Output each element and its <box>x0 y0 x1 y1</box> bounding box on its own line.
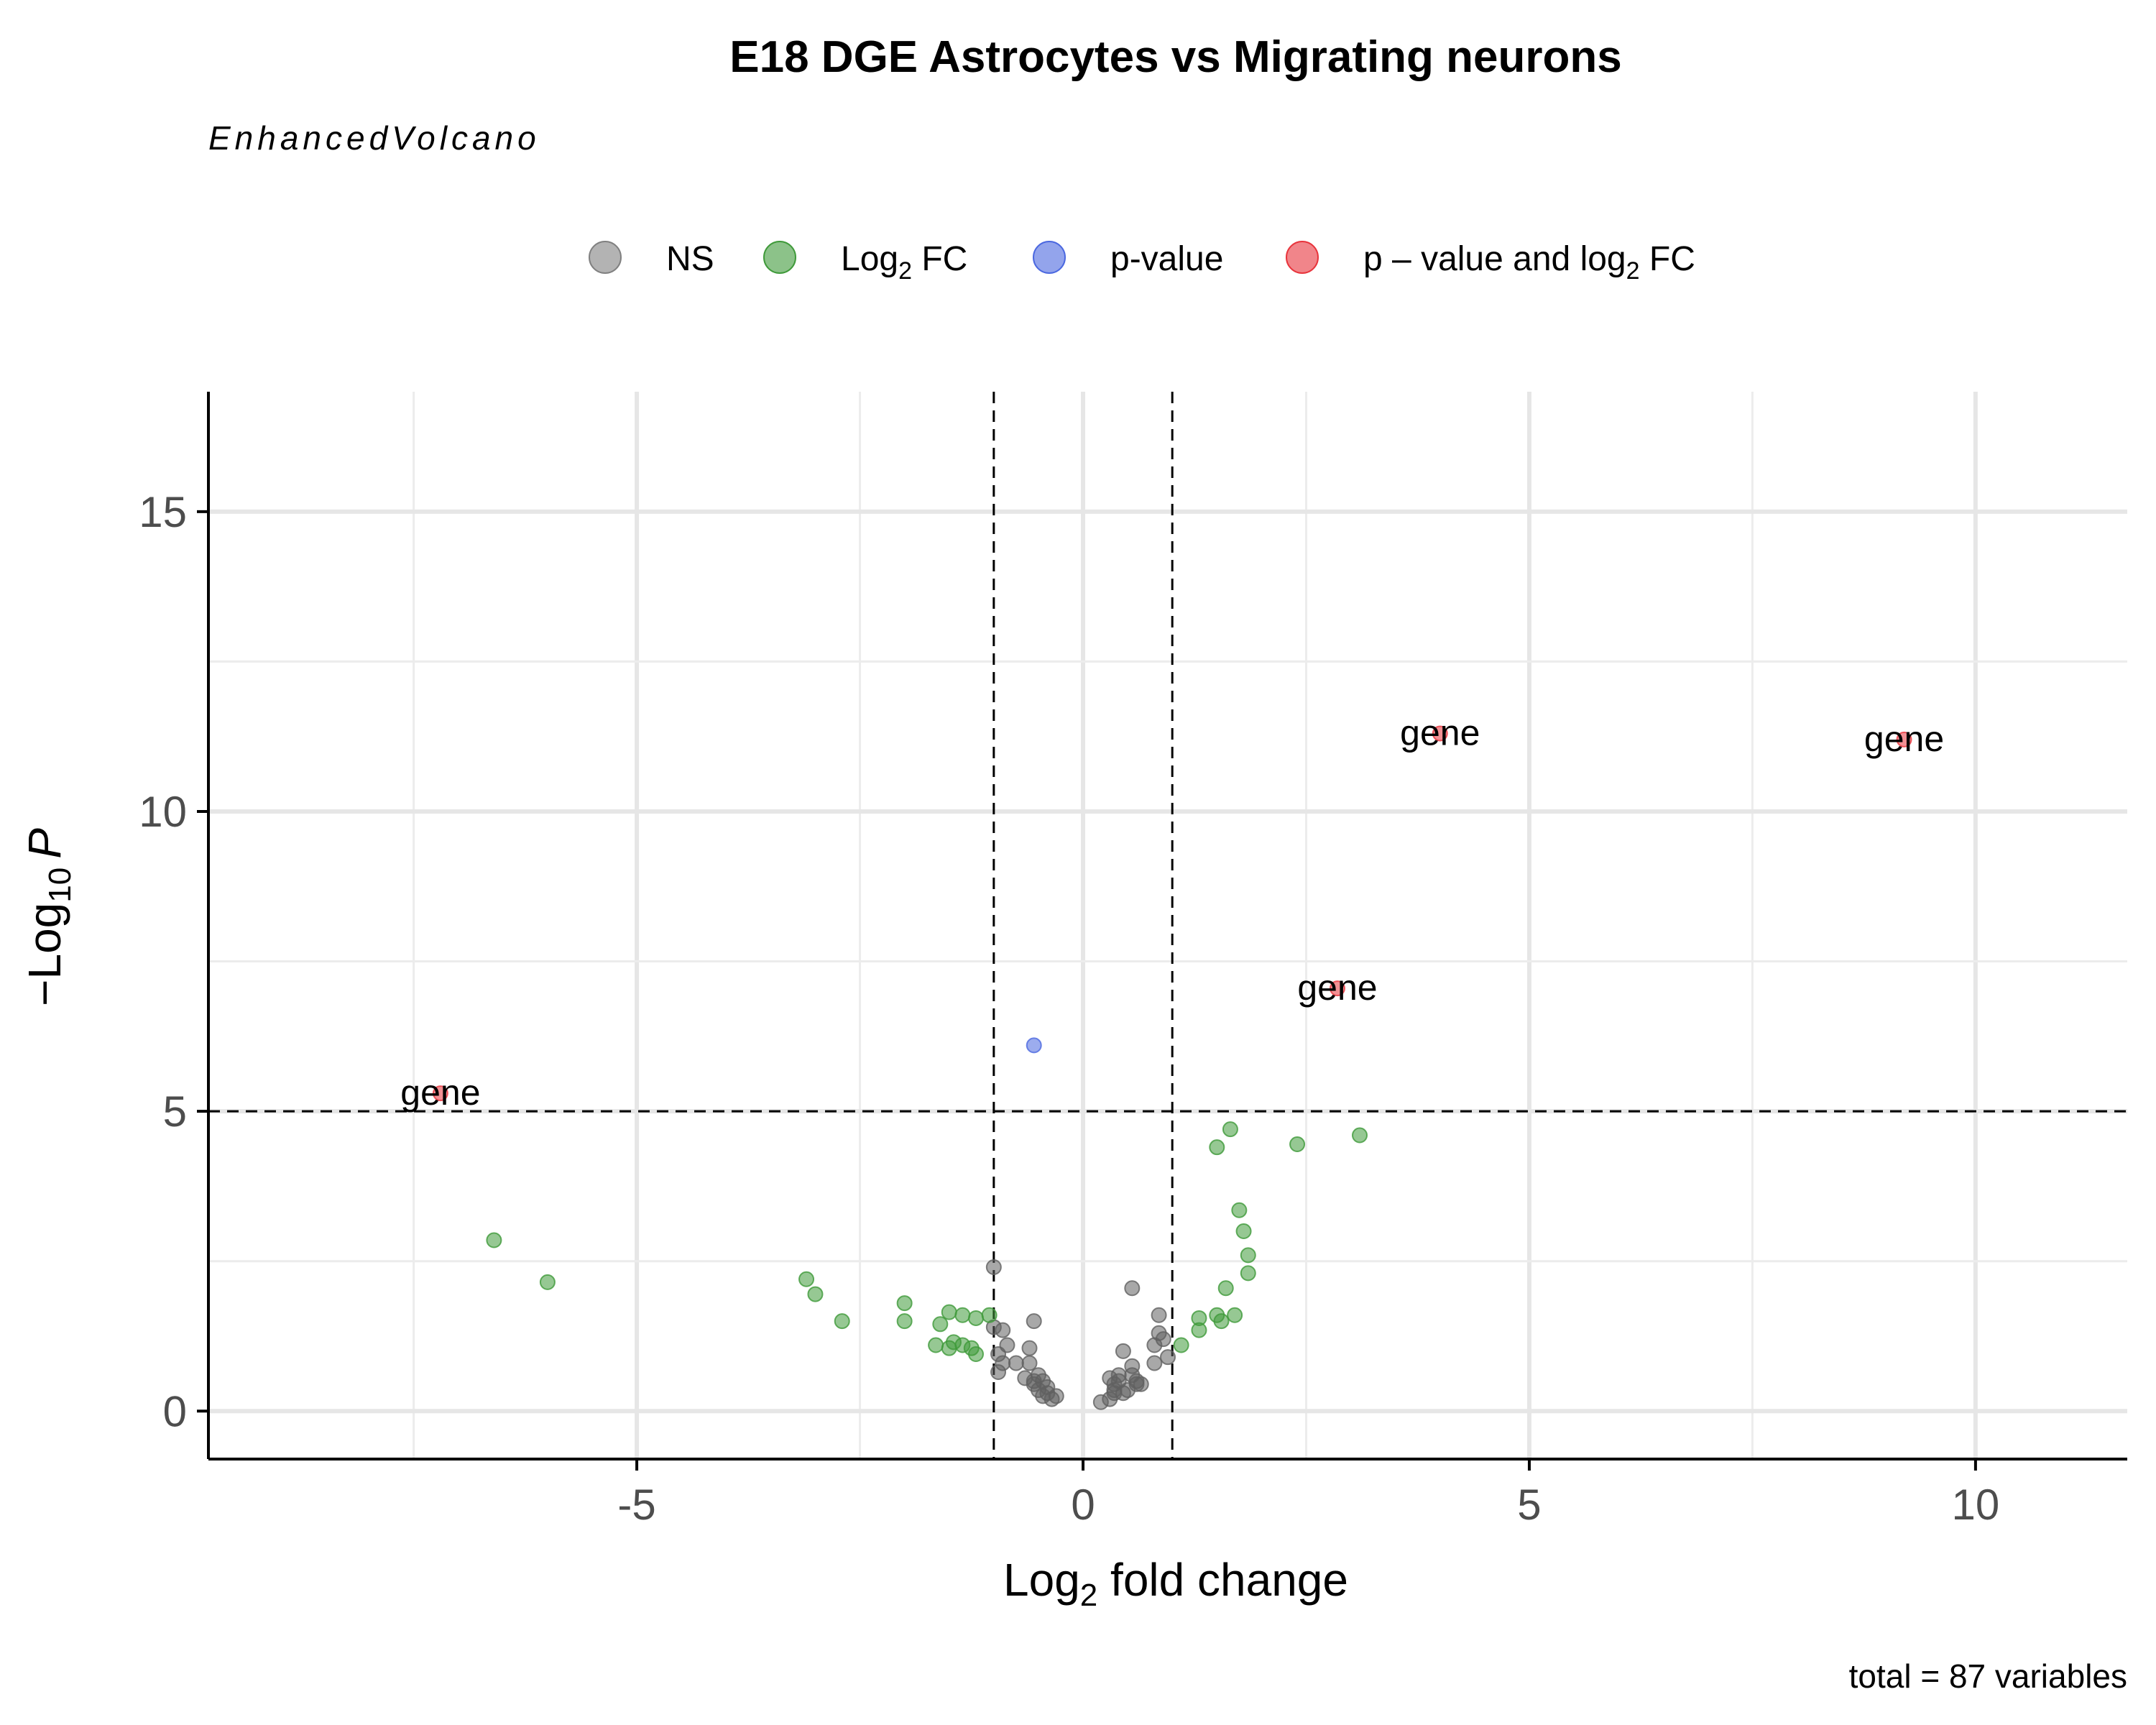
caption: total = 87 variables <box>1849 1657 2127 1695</box>
point-pfc <box>1329 980 1345 997</box>
gene-label: gene <box>1297 967 1377 1008</box>
legend-swatch <box>1033 241 1066 274</box>
legend-item-ns: NS <box>589 240 714 278</box>
ticks: -5 0 5 10 0 5 10 15 <box>139 488 1999 1529</box>
point-p <box>1026 1037 1042 1054</box>
point-ns <box>1146 1355 1163 1371</box>
y-axis-title: −Log10 P <box>19 828 78 1006</box>
point-fc <box>798 1271 815 1287</box>
point-ns <box>1048 1388 1064 1404</box>
point-fc <box>981 1307 998 1323</box>
y-tick-label: 10 <box>139 788 187 836</box>
x-axis-title-subscript: 2 <box>1080 1578 1097 1613</box>
legend-swatch <box>1286 241 1319 274</box>
point-fc <box>1227 1307 1243 1323</box>
legend-swatch <box>763 241 796 274</box>
point-ns <box>1026 1313 1042 1330</box>
legend-label: NS <box>666 240 714 278</box>
axes <box>207 392 2127 1460</box>
point-ns <box>1124 1280 1141 1297</box>
legend-label: p – value and log2 FC <box>1363 240 1695 285</box>
y-tick-label: 5 <box>163 1087 187 1136</box>
legend-label: Log2 FC <box>841 240 967 285</box>
legend-item-pfc: p – value and log2 FC <box>1286 240 1695 285</box>
y-tick-label: 0 <box>163 1387 187 1435</box>
cutoff-lines <box>208 392 2127 1459</box>
point-fc <box>954 1307 971 1323</box>
point-fc <box>1173 1337 1189 1353</box>
gene-label: gene <box>1864 719 1944 759</box>
point-fc <box>1222 1121 1238 1138</box>
x-axis-title: Log2 fold change <box>1003 1554 1348 1613</box>
point-fc <box>1240 1247 1256 1264</box>
x-axis-title-suffix: fold change <box>1097 1554 1348 1606</box>
legend: NS Log2 FC p-value p – value and log2 FC <box>589 240 1695 285</box>
point-fc <box>1289 1136 1306 1153</box>
legend-item-fc: Log2 FC <box>763 240 967 285</box>
point-fc <box>1209 1139 1225 1156</box>
chart-title: E18 DGE Astrocytes vs Migrating neurons <box>729 32 1621 82</box>
point-fc <box>1213 1313 1230 1330</box>
point-fc <box>968 1346 984 1363</box>
point-fc <box>941 1304 957 1320</box>
point-ns <box>995 1322 1011 1338</box>
legend-label: p-value <box>1110 240 1223 278</box>
point-ns <box>1021 1340 1038 1356</box>
point-ns <box>1026 1373 1042 1389</box>
point-pfc <box>432 1085 448 1102</box>
point-ns <box>1110 1367 1127 1384</box>
point-fc <box>896 1313 913 1330</box>
point-ns <box>1151 1307 1167 1323</box>
x-tick-label: 5 <box>1517 1481 1541 1529</box>
point-fc <box>1217 1280 1234 1297</box>
point-labels: gene gene gene gene <box>400 713 1944 1113</box>
data-points <box>432 725 1912 1410</box>
point-ns <box>1133 1376 1149 1392</box>
y-axis-title-subscript: 10 <box>42 868 78 903</box>
x-tick-label: 0 <box>1071 1481 1095 1529</box>
x-tick-label: 10 <box>1952 1481 2000 1529</box>
legend-swatch <box>589 241 622 274</box>
y-axis-title-suffix: P <box>19 828 70 859</box>
point-fc <box>1231 1202 1248 1218</box>
point-pfc <box>1432 725 1448 742</box>
gene-label: gene <box>1400 713 1480 753</box>
point-ns <box>990 1364 1007 1381</box>
grid <box>208 392 2127 1459</box>
point-pfc <box>1896 731 1912 748</box>
point-fc <box>834 1313 850 1330</box>
legend-item-p: p-value <box>1033 240 1223 278</box>
y-tick-label: 15 <box>139 488 187 536</box>
point-fc <box>896 1295 913 1312</box>
point-fc <box>928 1337 944 1353</box>
point-ns <box>1008 1355 1024 1371</box>
point-fc <box>807 1286 824 1302</box>
y-axis-title-prefix: −Log <box>19 903 70 1006</box>
point-ns <box>1115 1343 1131 1359</box>
chart-subtitle: EnhancedVolcano <box>208 119 540 157</box>
point-fc <box>968 1310 984 1326</box>
point-fc <box>932 1316 949 1333</box>
x-tick-label: -5 <box>617 1481 655 1529</box>
point-fc <box>1191 1322 1207 1338</box>
point-ns <box>985 1259 1002 1276</box>
point-fc <box>1235 1223 1252 1239</box>
gene-label: gene <box>400 1072 480 1113</box>
point-fc <box>1240 1265 1256 1282</box>
point-ns <box>1160 1349 1176 1366</box>
point-fc <box>1352 1127 1368 1144</box>
point-ns <box>1021 1355 1038 1371</box>
point-ns <box>1146 1337 1163 1353</box>
point-fc <box>539 1274 556 1290</box>
x-axis-title-prefix: Log <box>1003 1554 1080 1606</box>
point-fc <box>486 1232 502 1248</box>
